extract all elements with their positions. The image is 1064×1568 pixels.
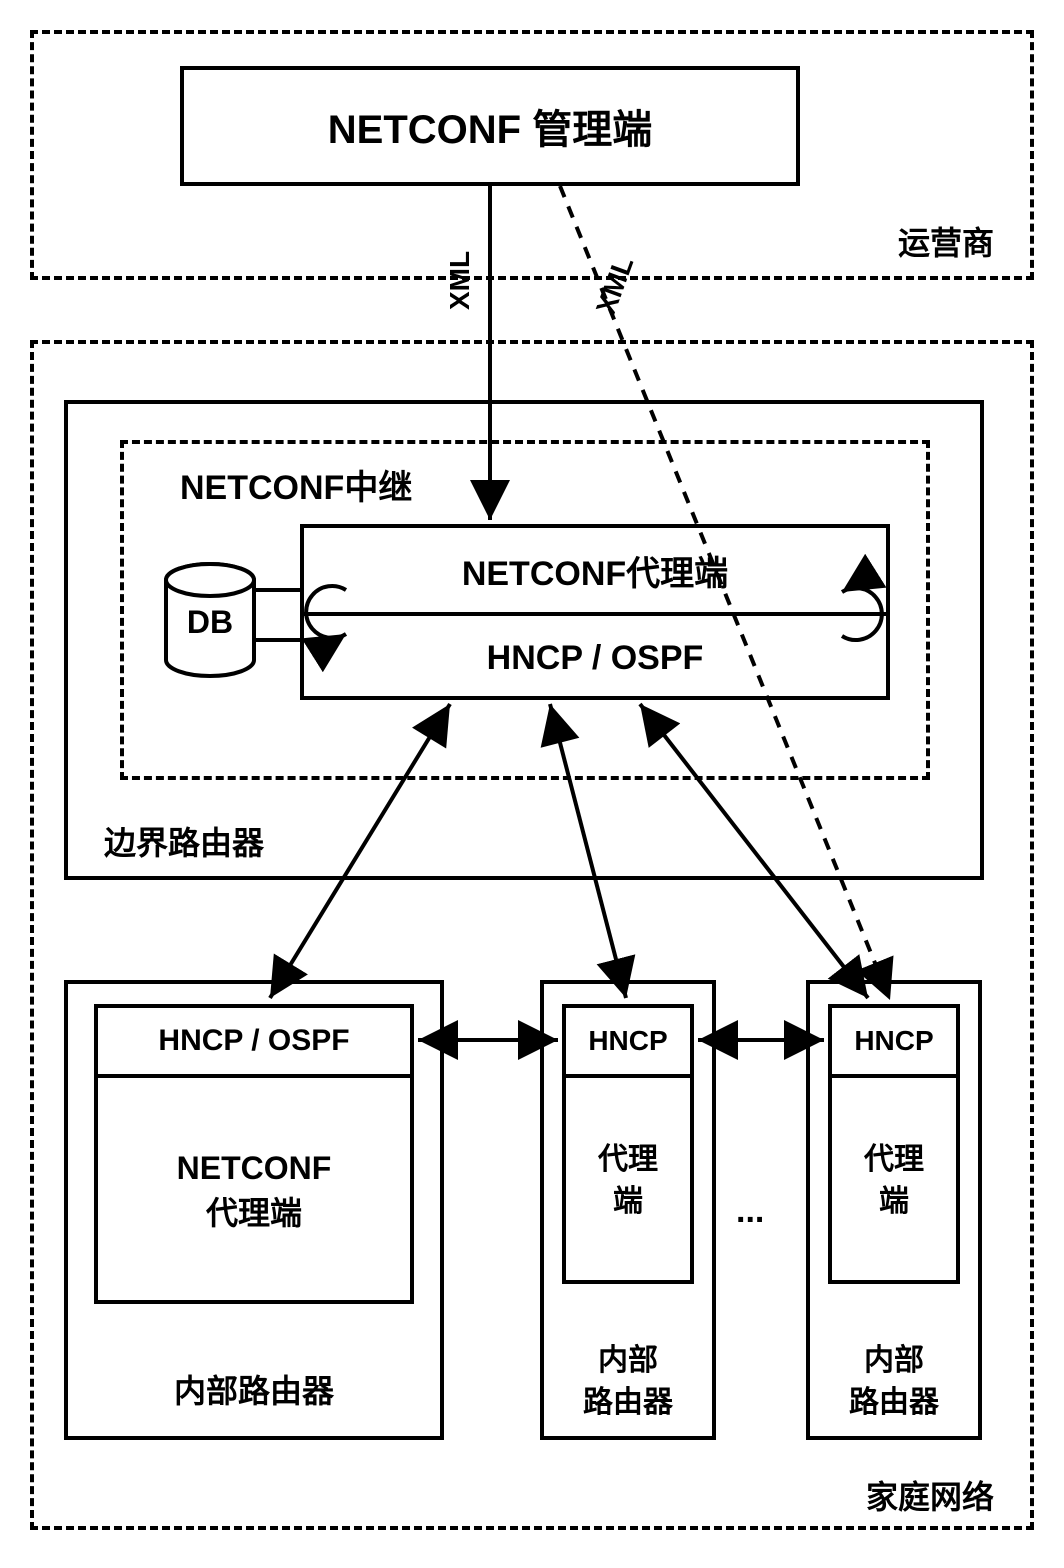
relay-agent-box: NETCONF代理端 HNCP / OSPF — [300, 524, 890, 700]
ir3-top: HNCP — [832, 1008, 956, 1078]
ellipsis: ... — [736, 1192, 764, 1231]
netconf-manager: NETCONF 管理端 — [180, 66, 800, 186]
ir1-inner: HNCP / OSPF NETCONF 代理端 — [94, 1004, 414, 1304]
ir2-top: HNCP — [566, 1008, 690, 1078]
network-diagram: 运营商 NETCONF 管理端 家庭网络 边界路由器 NETCONF中继 NET… — [20, 20, 1044, 1540]
netconf-relay-label: NETCONF中继 — [180, 460, 412, 509]
home-network-label: 家庭网络 — [866, 1472, 994, 1518]
border-router-label: 边界路由器 — [104, 818, 264, 864]
ir3-label: 内部 路由器 — [826, 1340, 962, 1424]
relay-agent-top: NETCONF代理端 — [304, 528, 886, 616]
ir1-label: 内部路由器 — [130, 1366, 378, 1412]
ir2-label: 内部 路由器 — [560, 1340, 696, 1424]
db-label: DB — [184, 604, 236, 641]
ir2-inner: HNCP 代理 端 — [562, 1004, 694, 1284]
ir2-bottom: 代理 端 — [566, 1078, 690, 1284]
relay-agent-bottom: HNCP / OSPF — [304, 616, 886, 700]
operator-label: 运营商 — [898, 218, 994, 264]
xml-label-1: XML — [444, 251, 476, 310]
ir1-top: HNCP / OSPF — [98, 1008, 410, 1078]
ir1-bottom: NETCONF 代理端 — [98, 1078, 410, 1304]
ir3-inner: HNCP 代理 端 — [828, 1004, 960, 1284]
ir3-bottom: 代理 端 — [832, 1078, 956, 1284]
